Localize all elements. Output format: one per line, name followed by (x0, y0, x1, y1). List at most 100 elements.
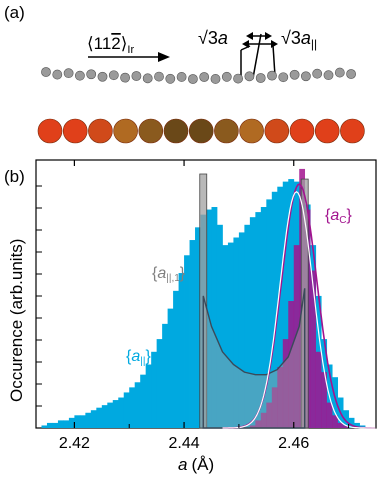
x-tick-label: 2.44 (168, 435, 199, 452)
bar-a-par (211, 207, 218, 428)
panel-a-label: (a) (4, 3, 25, 22)
direction-arrowhead (158, 52, 170, 62)
bar-a-par (107, 402, 114, 428)
graphene-atom (300, 71, 311, 82)
bar-a-par (178, 273, 185, 428)
substrate-atom (239, 118, 264, 144)
substrate-atom (289, 118, 315, 144)
substrate-atom (163, 118, 189, 144)
bar-a-par (118, 397, 125, 428)
bar-a-par (52, 422, 59, 428)
graphene-atom (97, 71, 108, 82)
lattice-labels: √3a √3a|| (198, 28, 317, 80)
bar-a-par (123, 392, 130, 428)
a-par-1-distribution (202, 288, 306, 429)
fit-curves (222, 183, 376, 429)
graphene-atom (267, 70, 277, 81)
graphene-atom (334, 67, 345, 78)
graphene-atom (244, 71, 255, 82)
bar-a-c (255, 420, 262, 428)
bar-a-par (222, 245, 229, 428)
bar-a-c (337, 422, 344, 428)
svg-text:√3a||: √3a|| (281, 28, 317, 51)
graphene-atom (142, 73, 153, 84)
bar-a-c (321, 372, 327, 428)
graphene-atom (323, 70, 334, 81)
bar-a-par (277, 186, 284, 428)
bar-a-par (271, 191, 278, 428)
bar-a-par (348, 417, 355, 428)
bar-a-par (46, 422, 53, 428)
bar-a-par (145, 364, 152, 428)
sqrt3-apar-symbol: a (301, 28, 311, 48)
substrate-atom (113, 118, 138, 144)
graphene-atom (52, 69, 63, 80)
bar-a-par (184, 255, 190, 428)
bar-a-par (266, 199, 273, 428)
bar-a-par (151, 351, 158, 428)
bar-a-par (129, 387, 136, 428)
graphene-atom (199, 72, 210, 82)
bar-a-par (354, 422, 360, 428)
graphene-atom (75, 70, 85, 81)
series-a-par-1-bars (199, 173, 309, 429)
bar-a-par (79, 415, 86, 428)
graphene-atom (41, 67, 51, 77)
bar-a-par (156, 339, 163, 428)
bar-a-par (244, 224, 251, 428)
bar-a-c (310, 270, 316, 428)
graphene-atom (233, 73, 243, 84)
substrate-atom (88, 118, 113, 144)
bar-a-c (293, 245, 300, 428)
substrate-atom (37, 118, 63, 144)
graphene-atom (108, 70, 119, 81)
direction-text: ⟨11 (87, 34, 111, 53)
direction-bar-digit: 2 (111, 34, 120, 53)
bar-a-par (68, 417, 75, 428)
graphene-atom (289, 69, 300, 80)
x-tick-label: 2.46 (278, 435, 309, 452)
bar-a-par (74, 415, 81, 428)
substrate-atom (188, 118, 214, 144)
graphene-atom (120, 72, 130, 83)
bar-a-par (140, 374, 147, 428)
bar-a-c (343, 425, 349, 428)
x-tick-label: 2.42 (59, 435, 90, 452)
bar-a-par (85, 412, 92, 428)
bar-a-par (134, 382, 141, 428)
sqrt3-a-root: √3 (198, 28, 218, 48)
bar-a-par (332, 377, 339, 428)
bar-a-par (189, 240, 196, 428)
sqrt3-apar-sub: || (311, 37, 317, 51)
bar-a-par (359, 425, 366, 428)
substrate-atom (340, 118, 365, 144)
direction-annotation: ⟨112⟩Ir (87, 34, 170, 62)
x-axis-ticks: 2.42 2.44 2.46 (59, 160, 350, 452)
svg-text:√3a: √3a (198, 28, 228, 48)
bar-a-par (90, 410, 97, 428)
graphene-atom (154, 71, 164, 82)
bar-a-c (260, 412, 267, 428)
sqrt3-apar-root: √3 (281, 28, 301, 48)
bar-a-c (266, 402, 273, 428)
bar-a-par (195, 227, 201, 428)
bar-a-c (315, 351, 322, 428)
bar-a-c (282, 339, 289, 428)
graphene-atom (86, 69, 97, 80)
graphene-atom (255, 73, 266, 83)
graphene-atom (63, 68, 74, 79)
bar-a-c (326, 402, 333, 428)
x-axis-label-symbol: a (178, 455, 187, 474)
substrate-atom (214, 118, 239, 144)
bar-a-par (57, 420, 64, 428)
bar-a-par (233, 237, 240, 428)
annotation-a-par-1: {a||,1} (152, 265, 186, 284)
bar-a-par (249, 217, 256, 428)
bar-a-c (277, 367, 284, 428)
bar-a-par (41, 425, 48, 428)
graphene-atom (210, 74, 221, 84)
graphene-atom (165, 73, 176, 84)
direction-close: ⟩ (121, 34, 128, 53)
graphene-atom (221, 71, 232, 82)
substrate-atom (62, 118, 88, 144)
